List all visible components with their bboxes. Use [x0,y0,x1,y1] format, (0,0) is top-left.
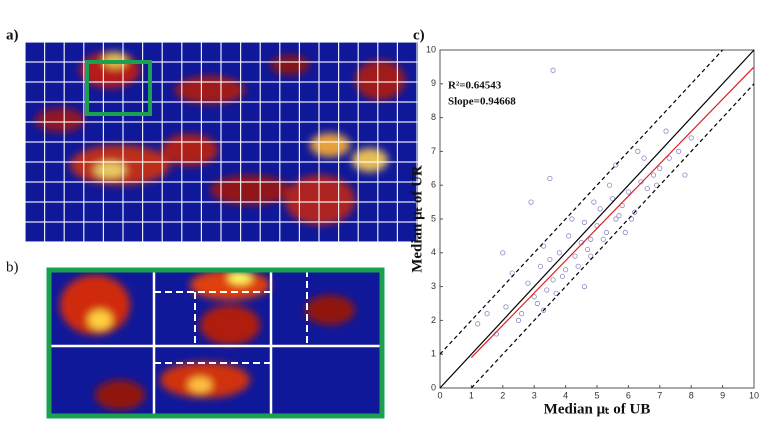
x-axis-label: Median μₜ of UB [544,401,651,417]
y-tick-label: 9 [431,78,436,88]
point [666,155,672,161]
point [503,304,509,310]
point [588,253,594,259]
point [575,263,581,269]
point [541,243,547,249]
annotation: R²=0.64543 [448,80,502,92]
point [581,283,588,290]
point [569,216,575,222]
point [588,236,594,242]
y-tick-label: 4 [431,247,436,257]
point [519,311,525,317]
x-tick-label: 0 [437,390,442,400]
panel-label: b) [6,259,19,275]
y-tick-label: 0 [431,382,436,392]
point [632,209,638,215]
point [547,175,553,182]
point [597,206,603,212]
x-tick-label: 1 [469,390,474,400]
point [641,155,647,161]
point [654,182,660,188]
point [541,307,547,313]
point [528,199,534,205]
y-tick-label: 6 [431,180,436,190]
point [600,236,606,242]
y-axis-label: Median μₜ of UR [409,165,425,273]
reference-line [439,49,724,355]
x-tick-label: 4 [563,390,568,400]
point [606,182,613,188]
point [556,250,562,256]
heatmap-b [46,267,385,419]
reference-line [439,49,755,389]
point [581,219,588,225]
point [515,317,522,323]
y-tick-label: 2 [431,315,436,325]
point [625,189,632,195]
point [525,280,531,286]
point [475,321,481,327]
point [616,213,622,219]
point [550,67,556,73]
point [550,277,556,283]
point [603,229,610,236]
point [553,290,559,296]
x-tick-label: 10 [749,390,759,400]
reference-line [470,83,755,389]
point [657,165,663,171]
point [610,196,616,202]
y-tick-label: 7 [431,146,436,156]
y-tick-label: 8 [431,112,436,122]
point [584,246,591,253]
point [547,256,553,263]
y-tick-label: 5 [431,213,436,223]
y-tick-label: 1 [431,349,436,359]
point [644,185,650,192]
point [613,162,619,168]
point [676,148,682,154]
x-tick-label: 8 [689,390,694,400]
point [622,229,628,236]
point [484,311,490,317]
point [531,294,537,300]
panel-label: c) [413,27,425,43]
point [562,267,569,273]
y-tick-label: 10 [426,44,436,54]
point [500,250,506,256]
point [559,273,566,280]
point [509,270,515,276]
point [544,287,550,293]
point [534,300,540,307]
x-tick-label: 5 [594,390,599,400]
x-tick-label: 2 [500,390,505,400]
point [566,233,572,239]
point [635,148,641,154]
scatter-plot: 0 1 2 3 4 5 6 7 8 9 10 0 1 2 3 4 5 6 7 8 9 10 R²=0.64543 Slope=… [409,44,759,417]
point [628,216,635,222]
point [572,253,578,259]
point [663,128,669,134]
point [537,263,544,269]
x-tick-label: 6 [626,390,631,400]
point [688,135,694,141]
y-tick-label: 3 [431,281,436,291]
point [650,172,657,178]
panel-label: a) [6,27,19,43]
x-tick-label: 3 [532,390,537,400]
heatmap-a [25,42,418,242]
annotation: Slope=0.94668 [448,96,516,108]
x-tick-label: 7 [657,390,662,400]
point [591,199,597,205]
reference-line [470,66,755,358]
point [682,172,688,178]
x-tick-label: 9 [720,390,725,400]
point [613,216,619,222]
